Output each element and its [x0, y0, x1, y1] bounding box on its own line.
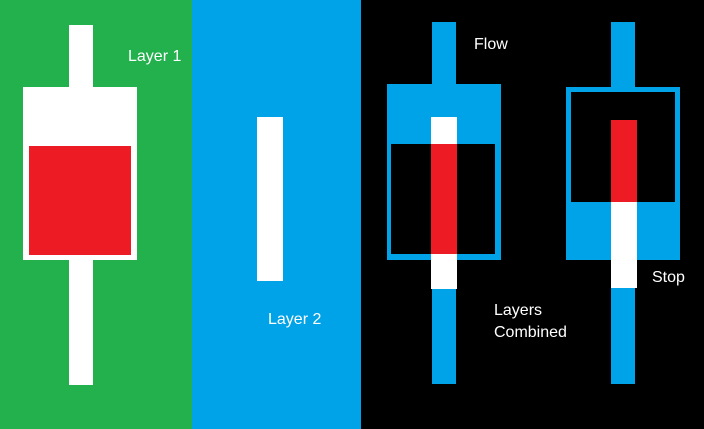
stop-label: Stop: [652, 269, 685, 286]
flow-red-overlap: [431, 144, 457, 254]
stop-red-overlap: [611, 120, 637, 202]
flow-label: Flow: [474, 36, 508, 53]
layer1-red-block: [29, 146, 131, 255]
layer1-label: Layer 1: [128, 48, 182, 65]
layers-combined-label-line2: Combined: [494, 324, 567, 341]
layers-combined-label-line1: Layers: [494, 302, 543, 319]
layer2-bar: [257, 117, 283, 281]
layer2-label: Layer 2: [268, 311, 322, 328]
